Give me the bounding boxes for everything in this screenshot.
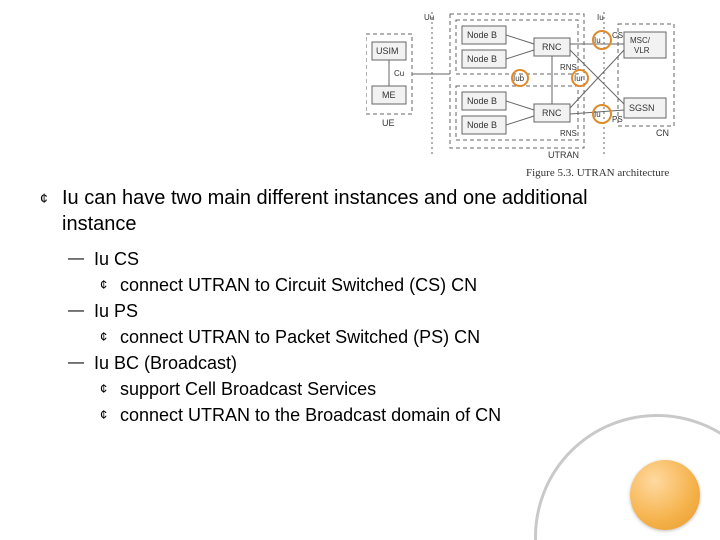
diagram-svg: USIM ME Node B Node B RNC Node B Node B … <box>366 6 696 186</box>
line-nb2-rnc1 <box>506 50 534 59</box>
bullet-lvl1-text: Iu can have two main different instances… <box>62 185 640 237</box>
label-iu-ps: PS <box>612 115 623 124</box>
bullet-lvl3-glyph: ¢ <box>100 377 120 401</box>
label-iu-cs-iu: Iu <box>594 36 601 45</box>
lvl2-wrap: — Iu CS ¢ connect UTRAN to Circuit Switc… <box>68 247 640 427</box>
diagram-caption: Figure 5.3. UTRAN architecture <box>526 167 669 179</box>
lvl3-wrap: ¢ support Cell Broadcast Services ¢ conn… <box>100 377 640 427</box>
lvl3-wrap: ¢ connect UTRAN to Circuit Switched (CS)… <box>100 273 640 297</box>
label-iub: Iub <box>513 74 525 83</box>
bullet-lvl2-glyph: — <box>68 351 94 375</box>
label-nodeb-4: Node B <box>467 120 497 130</box>
label-uu: Uu <box>424 13 434 22</box>
label-rnc-1: RNC <box>542 42 562 52</box>
label-cn-group: CN <box>656 128 669 138</box>
bullet-lvl3-glyph: ¢ <box>100 403 120 427</box>
bullet-lvl2: — Iu CS <box>68 247 640 271</box>
bullet-lvl3-text: connect UTRAN to the Broadcast domain of… <box>120 403 501 427</box>
bullet-lvl2-text: Iu BC (Broadcast) <box>94 351 237 375</box>
bullet-lvl2-text: Iu PS <box>94 299 138 323</box>
bullet-lvl3-text: connect UTRAN to Packet Switched (PS) CN <box>120 325 480 349</box>
line-nb4-rnc2 <box>506 116 534 125</box>
label-msc: MSC/ <box>630 36 651 45</box>
label-utran-group: UTRAN <box>548 150 579 160</box>
label-iur: Iur <box>574 74 584 83</box>
label-nodeb-1: Node B <box>467 30 497 40</box>
label-sgsn: SGSN <box>629 103 655 113</box>
label-iu-ps-iu: Iu <box>594 110 601 119</box>
line-nb1-rnc1 <box>506 35 534 44</box>
bullet-lvl3-glyph: ¢ <box>100 325 120 349</box>
bullet-lvl3: ¢ connect UTRAN to Circuit Switched (CS)… <box>100 273 640 297</box>
bullet-lvl3-glyph: ¢ <box>100 273 120 297</box>
slide: USIM ME Node B Node B RNC Node B Node B … <box>0 0 720 540</box>
label-rnc-2: RNC <box>542 108 562 118</box>
lvl3-wrap: ¢ connect UTRAN to Packet Switched (PS) … <box>100 325 640 349</box>
bullet-lvl3: ¢ support Cell Broadcast Services <box>100 377 640 401</box>
label-iu-top: Iu <box>597 13 604 22</box>
bullet-lvl3: ¢ connect UTRAN to Packet Switched (PS) … <box>100 325 640 349</box>
label-rns2: RNS <box>560 129 577 138</box>
label-iu-cs: CS <box>612 31 623 40</box>
label-nodeb-3: Node B <box>467 96 497 106</box>
label-ue-group: UE <box>382 118 395 128</box>
utran-architecture-diagram: USIM ME Node B Node B RNC Node B Node B … <box>366 6 696 186</box>
bullet-lvl1-glyph: ¢ <box>40 185 62 211</box>
bullet-lvl2: — Iu BC (Broadcast) <box>68 351 640 375</box>
bullet-lvl1: ¢ Iu can have two main different instanc… <box>40 185 640 237</box>
bullet-lvl3-text: connect UTRAN to Circuit Switched (CS) C… <box>120 273 477 297</box>
bullet-lvl2-text: Iu CS <box>94 247 139 271</box>
bullet-lvl2: — Iu PS <box>68 299 640 323</box>
label-me: ME <box>382 90 396 100</box>
label-cu: Cu <box>394 69 404 78</box>
corner-circle <box>630 460 700 530</box>
line-nb3-rnc2 <box>506 101 534 110</box>
bullet-lvl2-glyph: — <box>68 247 94 271</box>
bullet-lvl3-text: support Cell Broadcast Services <box>120 377 376 401</box>
label-vlr: VLR <box>634 46 650 55</box>
bullet-lvl3: ¢ connect UTRAN to the Broadcast domain … <box>100 403 640 427</box>
label-rns1: RNS <box>560 63 577 72</box>
label-nodeb-2: Node B <box>467 54 497 64</box>
content: ¢ Iu can have two main different instanc… <box>40 185 640 427</box>
bullet-lvl2-glyph: — <box>68 299 94 323</box>
label-usim: USIM <box>376 46 399 56</box>
